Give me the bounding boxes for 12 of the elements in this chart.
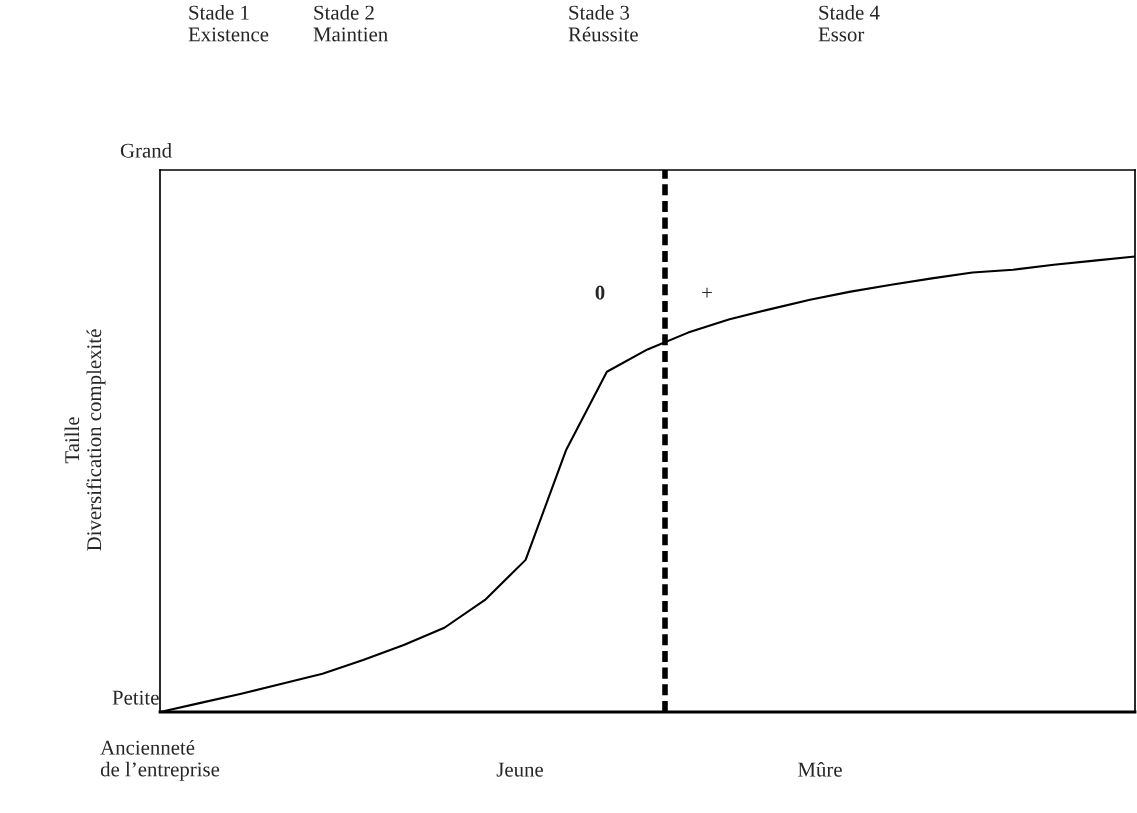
text: Grand xyxy=(120,143,172,158)
text: Stade 2 Maintien xyxy=(313,5,388,42)
x-axis-title: Ancienneté de l’entreprise xyxy=(100,739,220,781)
annotation: 0 xyxy=(595,285,605,300)
text: Petite xyxy=(112,690,159,705)
annotation: + xyxy=(702,287,712,298)
text: Stade 3 Réussite xyxy=(568,5,638,42)
y-axis-title: Taille Diversification complexité xyxy=(64,329,106,551)
text: Stade 1 Existence xyxy=(188,5,269,42)
text: Jeune xyxy=(496,762,543,777)
text: Mûre xyxy=(798,761,842,777)
text: Stade 4 Essor xyxy=(818,5,880,42)
